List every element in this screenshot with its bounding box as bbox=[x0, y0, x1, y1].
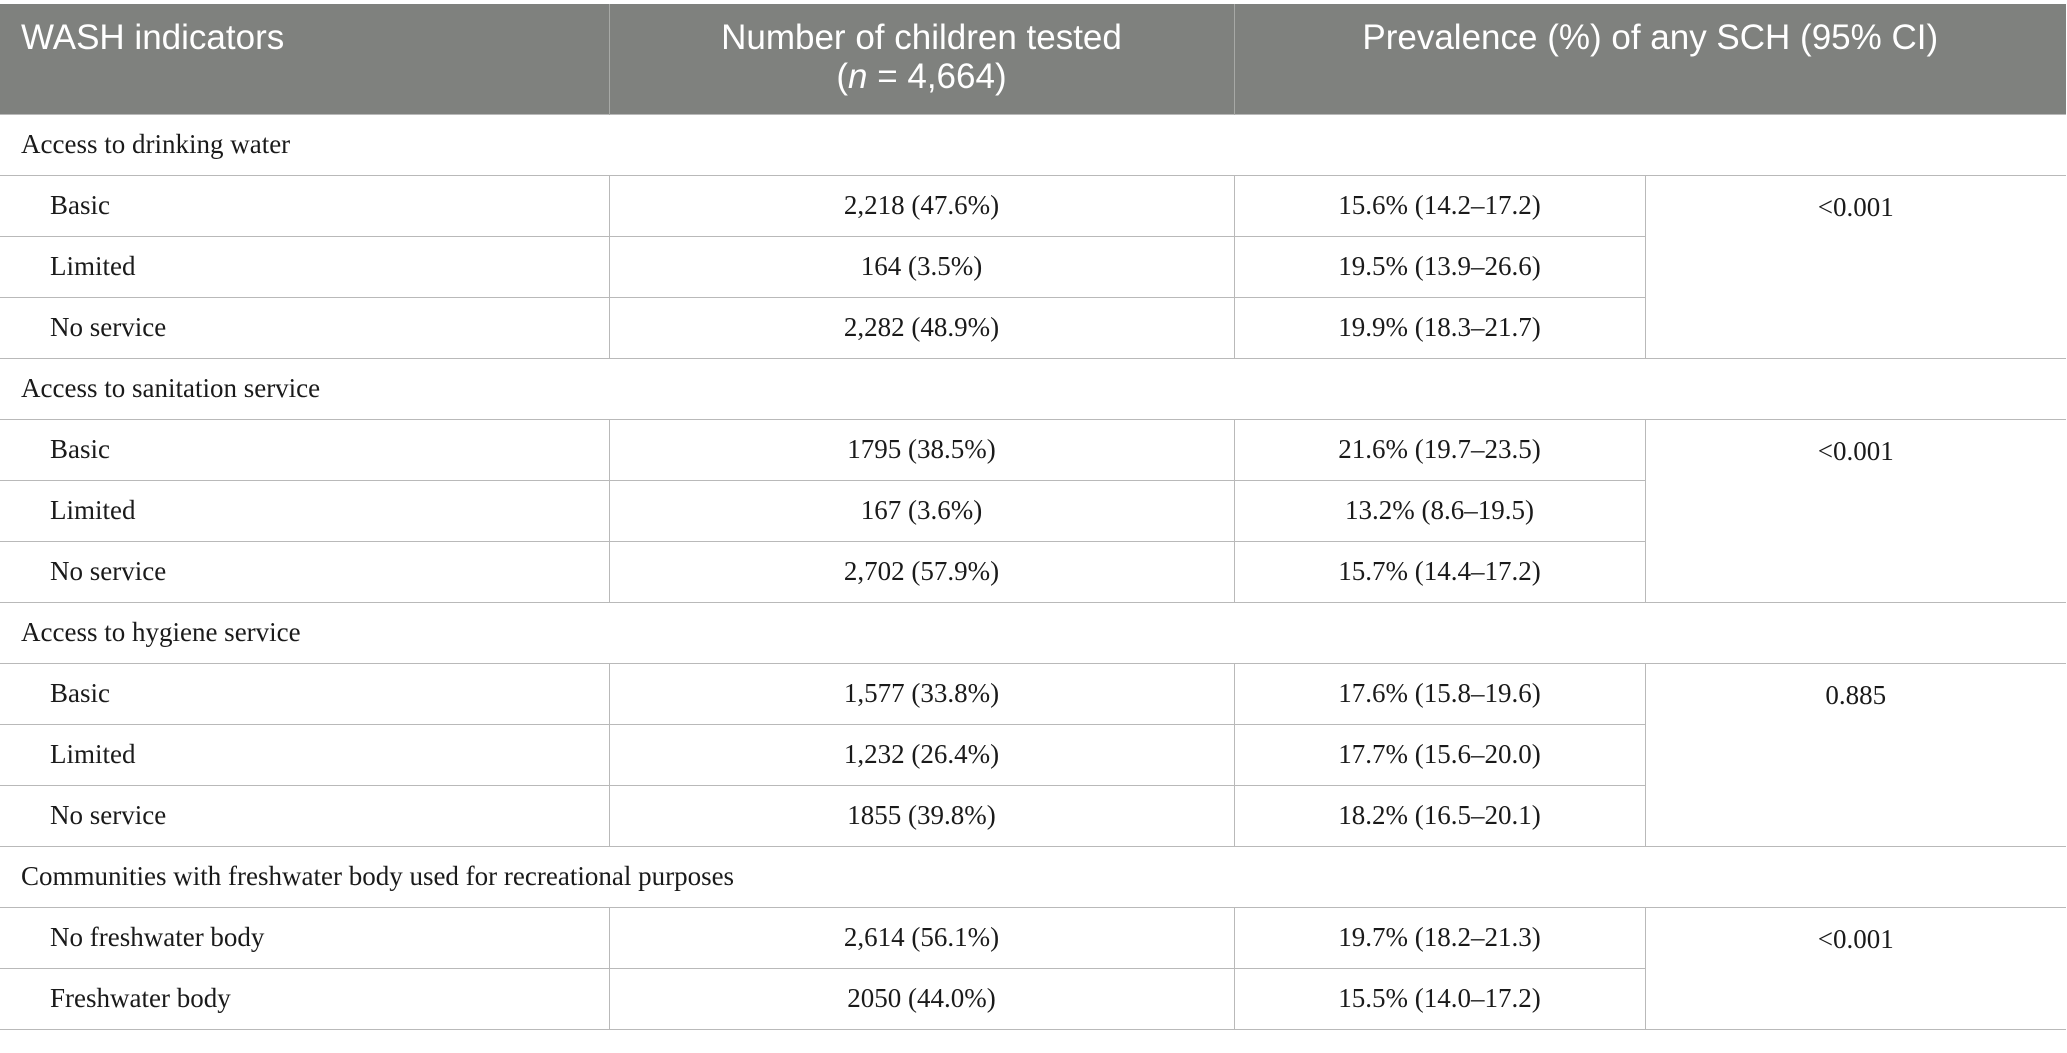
header-prevalence: Prevalence (%) of any SCH (95% CI) bbox=[1234, 4, 2067, 114]
table-row: Basic 1795 (38.5%) 21.6% (19.7–23.5) <0.… bbox=[0, 418, 2067, 603]
row-prevalence: 17.6% (15.8–19.6) bbox=[1233, 662, 1646, 725]
row-tested: 1,577 (33.8%) bbox=[608, 662, 1235, 725]
header-sample-size-value: = 4,664) bbox=[867, 57, 1007, 96]
row-prevalence: 17.7% (15.6–20.0) bbox=[1233, 723, 1645, 786]
table-header: WASH indicators Number of children teste… bbox=[0, 4, 2067, 114]
table-row: Limited 164 (3.5%) 19.5% (13.9–26.6) bbox=[0, 235, 2066, 298]
table-row: No service 2,282 (48.9%) 19.9% (18.3–21.… bbox=[0, 296, 2066, 359]
p-value-cell: <0.001 bbox=[1644, 174, 2067, 359]
group-row-freshwater: Communities with freshwater body used fo… bbox=[0, 845, 2067, 908]
group-row-sanitation: Access to sanitation service bbox=[0, 357, 2067, 420]
row-label: No service bbox=[0, 540, 610, 603]
table-row: No freshwater body 2,614 (56.1%) 19.7% (… bbox=[0, 906, 2067, 1030]
row-label: Basic bbox=[0, 174, 610, 237]
header-row: WASH indicators Number of children teste… bbox=[0, 4, 2067, 114]
group-title: Access to drinking water bbox=[0, 113, 2067, 176]
row-tested: 1855 (39.8%) bbox=[608, 784, 1235, 847]
row-tested: 2050 (44.0%) bbox=[608, 967, 1235, 1030]
table-row: Limited 1,232 (26.4%) 17.7% (15.6–20.0) bbox=[0, 723, 2066, 786]
p-value-cell: <0.001 bbox=[1644, 418, 2067, 603]
row-tested: 167 (3.6%) bbox=[608, 479, 1235, 542]
row-label: Limited bbox=[0, 479, 610, 542]
wash-indicators-table: WASH indicators Number of children teste… bbox=[0, 4, 2067, 1030]
row-tested: 1795 (38.5%) bbox=[608, 418, 1235, 481]
table-body: Access to drinking water Basic 2,218 (47… bbox=[0, 113, 2067, 1030]
header-children-tested: Number of children tested (n = 4,664) bbox=[609, 4, 1235, 114]
row-tested: 1,232 (26.4%) bbox=[608, 723, 1235, 786]
group-row-hygiene: Access to hygiene service bbox=[0, 601, 2067, 664]
p-value-cell: 0.885 bbox=[1644, 662, 2067, 847]
header-sample-size: (n = 4,664) bbox=[836, 57, 1006, 96]
row-tested: 2,614 (56.1%) bbox=[608, 906, 1235, 969]
group-title: Access to hygiene service bbox=[0, 601, 2067, 664]
row-prevalence: 15.7% (14.4–17.2) bbox=[1233, 540, 1645, 603]
row-tested: 2,702 (57.9%) bbox=[608, 540, 1235, 603]
table-row: No service 2,702 (57.9%) 15.7% (14.4–17.… bbox=[0, 540, 2066, 603]
row-prevalence: 19.7% (18.2–21.3) bbox=[1233, 906, 1646, 969]
table-row: Freshwater body 2050 (44.0%) 15.5% (14.0… bbox=[0, 967, 2066, 1030]
table-row: No service 1855 (39.8%) 18.2% (16.5–20.1… bbox=[0, 784, 2066, 847]
row-label: Basic bbox=[0, 662, 610, 725]
row-prevalence: 19.9% (18.3–21.7) bbox=[1233, 296, 1645, 359]
row-prevalence: 15.5% (14.0–17.2) bbox=[1233, 967, 1645, 1030]
row-label: Freshwater body bbox=[0, 967, 610, 1030]
table-row: Basic 1,577 (33.8%) 17.6% (15.8–19.6) 0.… bbox=[0, 662, 2067, 847]
header-children-tested-title: Number of children tested bbox=[721, 18, 1122, 57]
p-value-cell: <0.001 bbox=[1644, 906, 2067, 1030]
row-label: No service bbox=[0, 784, 610, 847]
row-prevalence: 21.6% (19.7–23.5) bbox=[1233, 418, 1646, 481]
row-label: No service bbox=[0, 296, 610, 359]
group-title: Access to sanitation service bbox=[0, 357, 2067, 420]
row-tested: 164 (3.5%) bbox=[608, 235, 1235, 298]
row-tested: 2,282 (48.9%) bbox=[608, 296, 1235, 359]
group-row-drinking-water: Access to drinking water bbox=[0, 113, 2067, 176]
row-prevalence: 15.6% (14.2–17.2) bbox=[1233, 174, 1646, 237]
row-tested: 2,218 (47.6%) bbox=[608, 174, 1235, 237]
row-label: Basic bbox=[0, 418, 610, 481]
header-wash-indicators: WASH indicators bbox=[0, 4, 610, 114]
row-label: Limited bbox=[0, 723, 610, 786]
header-sample-size-open: ( bbox=[836, 57, 849, 96]
row-prevalence: 19.5% (13.9–26.6) bbox=[1233, 235, 1645, 298]
row-label: No freshwater body bbox=[0, 906, 610, 969]
row-prevalence: 18.2% (16.5–20.1) bbox=[1233, 784, 1645, 847]
header-sample-size-n: n bbox=[848, 57, 868, 96]
row-prevalence: 13.2% (8.6–19.5) bbox=[1233, 479, 1645, 542]
table-row: Basic 2,218 (47.6%) 15.6% (14.2–17.2) <0… bbox=[0, 174, 2067, 359]
group-title: Communities with freshwater body used fo… bbox=[0, 845, 2067, 908]
row-label: Limited bbox=[0, 235, 610, 298]
